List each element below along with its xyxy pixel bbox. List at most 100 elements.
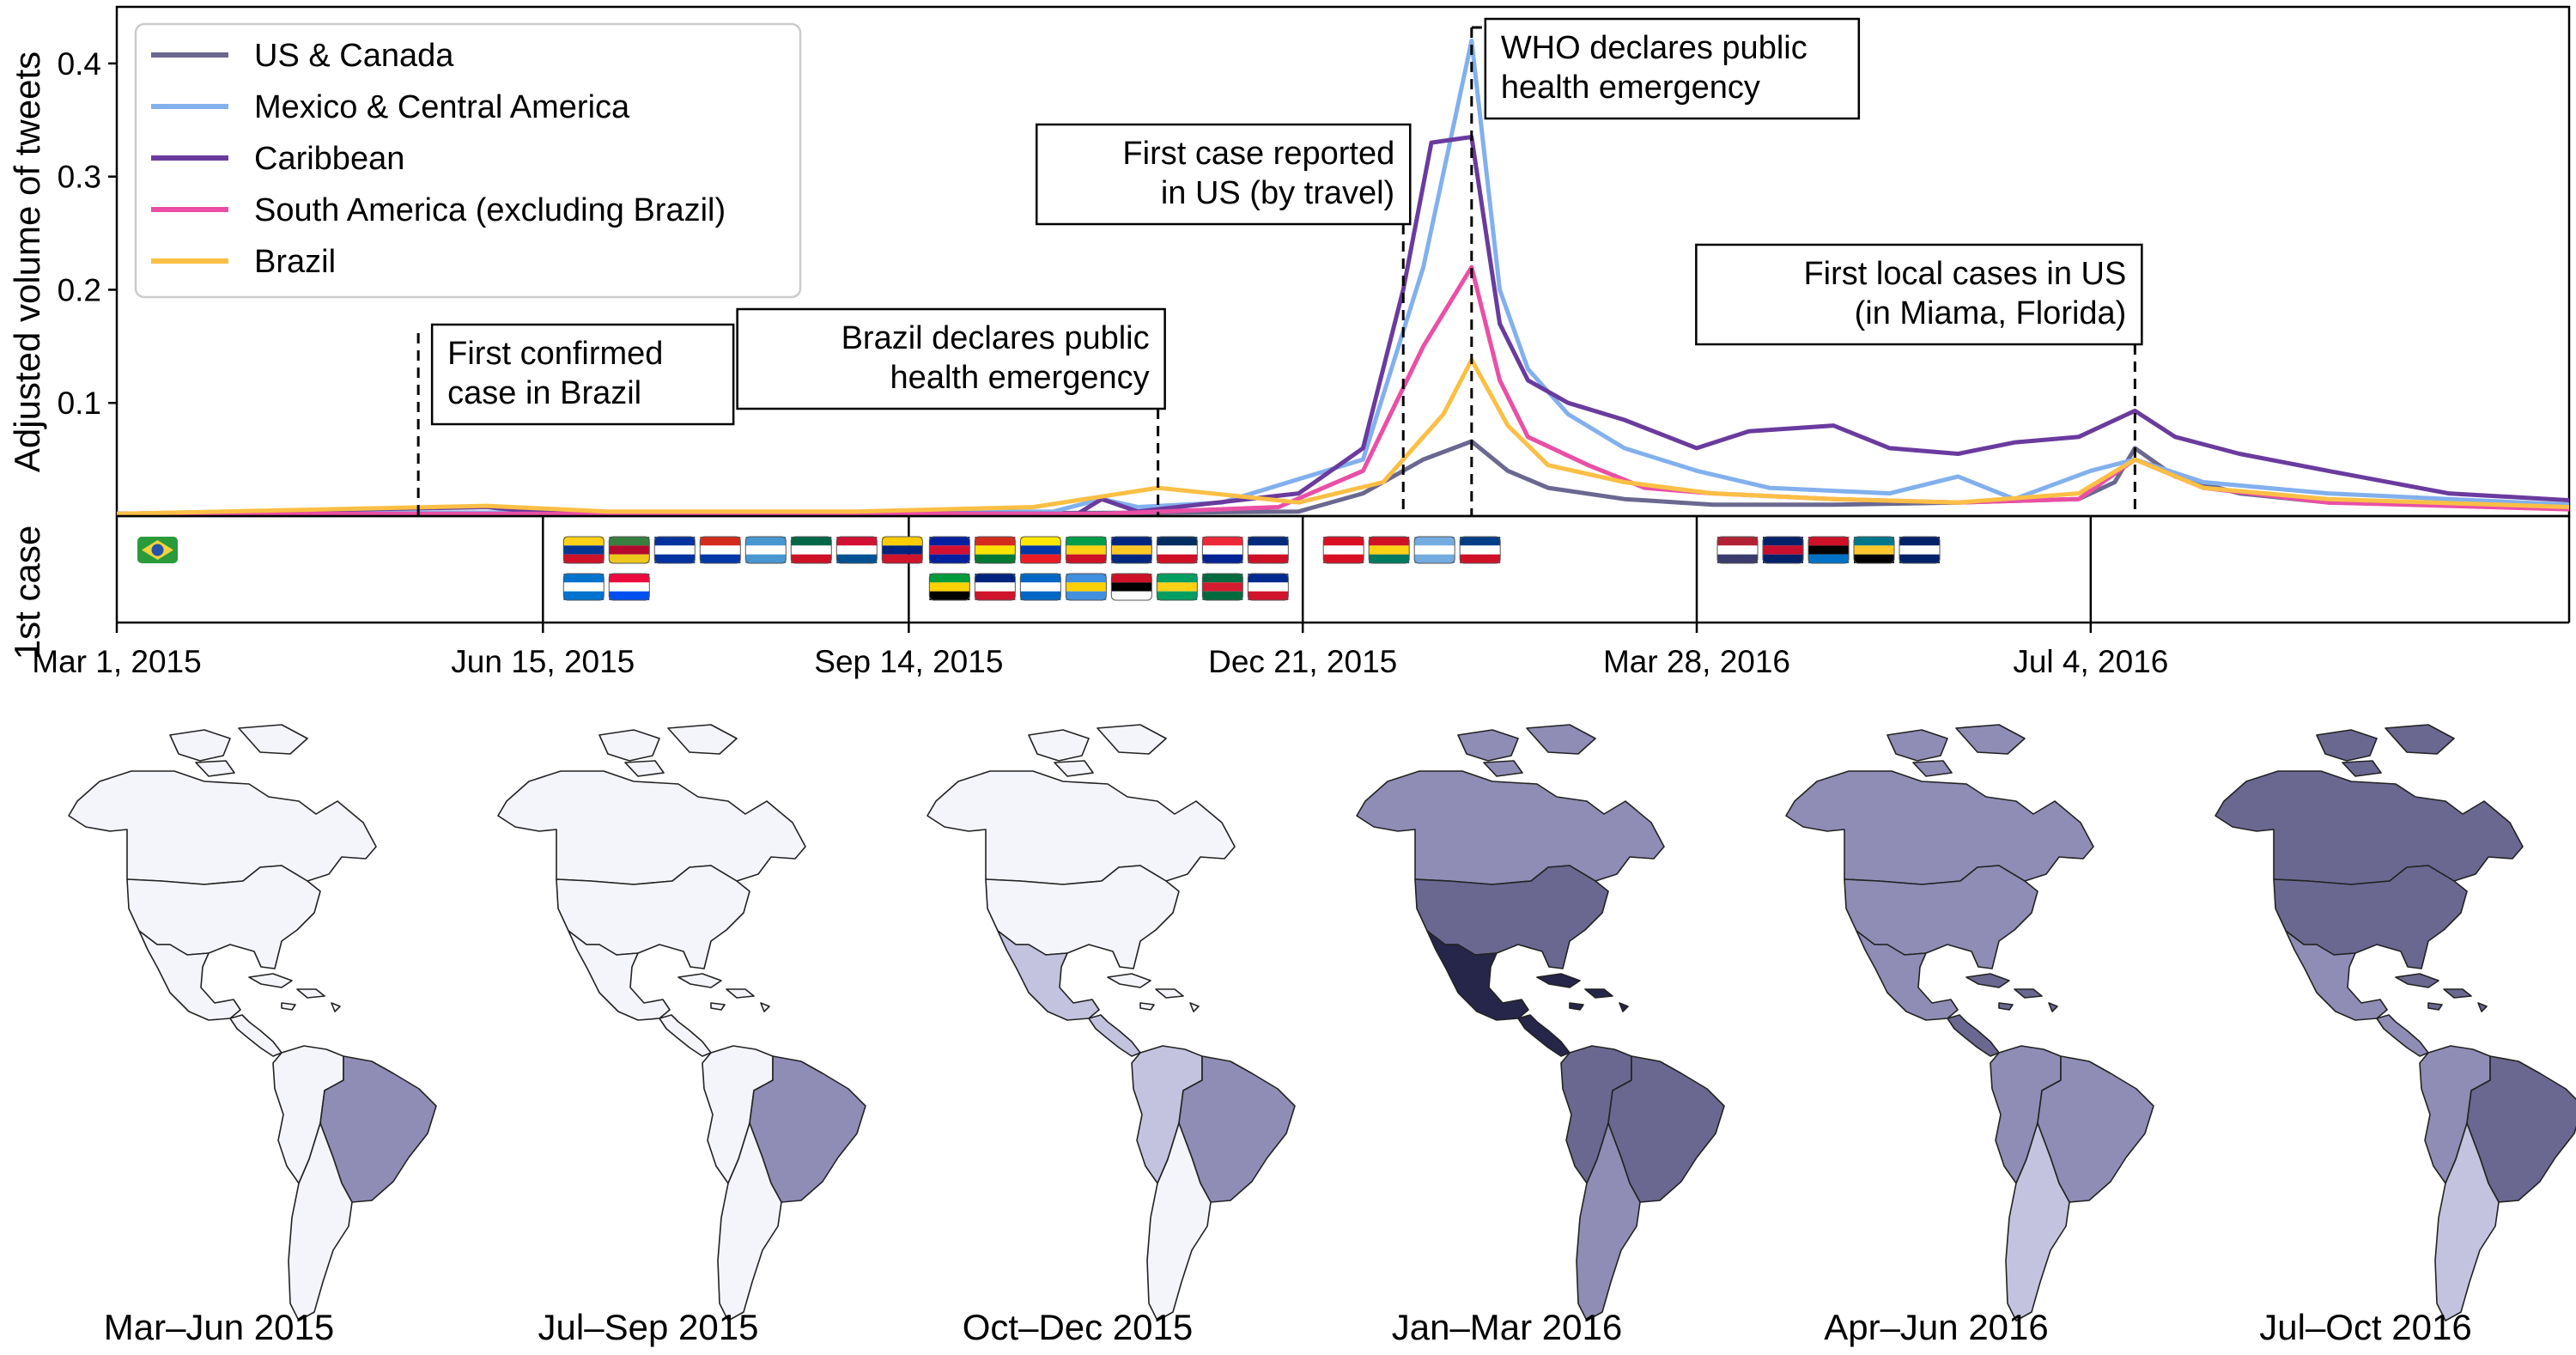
map-region-south [1576,1122,1641,1322]
country-flag-icon [790,536,832,564]
map-region-south [2434,1122,2500,1322]
y-tick-label: 0.1 [58,386,101,421]
map-panel [1785,724,2154,1322]
map-region-central [229,1014,283,1057]
tweet-volume-chart: 0.1 0.2 0.3 0.4 Adjusted volume of tweets Fir… [7,5,2571,518]
country-flag-icon [1459,536,1501,564]
country-flag-icon [699,536,741,564]
map-region-central [2376,1014,2429,1057]
legend: US & Canada Mexico & Central America Carib… [134,22,802,299]
x-tick-label: Mar 1, 2015 [32,644,201,679]
annotation-text: health emergency [1501,70,1760,106]
annotation-box [1484,17,1861,120]
country-flag-icon [1156,573,1198,601]
annotation-text: WHO declares public [1501,30,1807,66]
y-tick-label: 0.2 [58,272,101,307]
annotation-text: case in Brazil [447,375,641,411]
series-line-brazil [116,357,2570,516]
map-region-caribbean [248,973,341,1012]
country-flag-icon [1201,536,1243,564]
first-case-group [1716,536,1941,564]
first-case-group [137,537,178,563]
map-region-south [717,1122,782,1322]
map-region-central [1088,1014,1141,1057]
map-region-brazil [319,1055,437,1203]
map-region-north [497,770,806,885]
country-flag-icon [1065,573,1107,601]
country-flag-icon [744,536,787,564]
map-region-caribbean [1965,973,2058,1012]
map-region-caribbean [1536,973,1629,1012]
map-region-brazil [2466,1055,2576,1203]
annotation-box [736,307,1166,410]
map-region-caribbean [2395,973,2488,1012]
map-period-label: Oct–Dec 2015 [963,1307,1194,1347]
legend-label-caribbean: Caribbean [254,141,404,177]
country-flag-icon [608,573,650,601]
country-flag-icon [974,536,1016,564]
map-region-mexico [138,930,241,1021]
map-region-mexico [997,930,1100,1021]
legend-label-south-america-excluding-brazil: South America (excluding Brazil) [254,192,726,228]
country-flag-icon [1853,536,1895,564]
map-region-arctic [169,724,308,777]
map-region-north [2215,770,2524,885]
map-period-label: Jan–Mar 2016 [1392,1307,1623,1347]
map-region-north [927,770,1236,885]
map-panel [68,724,437,1322]
first-case-group [1322,536,1501,564]
country-flag-icon [562,536,605,564]
country-flag-icon [1807,536,1850,564]
map-region-central [1517,1014,1571,1057]
map-region-mexico [2285,930,2388,1021]
series-line-mexico-central-america [116,39,2570,516]
map-region-arctic [1028,724,1167,777]
map-period-label: Jul–Oct 2016 [2259,1307,2472,1347]
country-flag-icon [835,536,878,564]
annotation-text: (in Miama, Florida) [1855,295,2127,331]
country-flag-icon [1368,536,1410,564]
first-case-group [562,536,923,601]
country-flag-icon [881,536,923,564]
map-region-north [1785,770,2094,885]
country-flag-icon [1247,573,1289,601]
map-region-arctic [1886,724,2026,777]
country-flag-icon [1716,536,1759,564]
map-region-south [1146,1122,1212,1322]
map-region-central [659,1014,712,1057]
country-flag-icon [1065,536,1107,564]
x-tick-label: Sep 14, 2015 [814,644,1003,679]
country-flag-icon [974,573,1016,601]
map-period-label: Apr–Jun 2016 [1824,1307,2049,1347]
map-region-arctic [598,724,738,777]
country-flag-icon [1156,536,1198,564]
country-flag-icon [1110,573,1152,601]
map-panel [1356,724,1725,1322]
x-tick-label: Jul 4, 2016 [2013,644,2168,679]
map-region-brazil [1178,1055,1296,1203]
country-flag-icon [1762,536,1804,564]
country-flag-icon [1413,536,1455,564]
map-region-south [2005,1122,2070,1322]
x-tick-label: Jun 15, 2015 [451,644,635,679]
annotation-box [1035,123,1412,226]
map-region-arctic [2316,724,2455,777]
country-flag-icon [1019,573,1061,601]
legend-label-mexico-central-america: Mexico & Central America [254,89,630,125]
map-region-caribbean [677,973,770,1012]
country-flag-icon [562,573,605,601]
map-region-mexico [568,930,671,1021]
y-axis-label: Adjusted volume of tweets [7,52,47,472]
annotation-text: health emergency [890,360,1150,396]
country-flag-icon [137,537,178,563]
map-region-brazil [1607,1055,1725,1203]
map-panel [927,724,1296,1322]
country-flag-icon [1899,536,1941,564]
map-period-label: Mar–Jun 2015 [104,1307,335,1347]
annotation-text: Brazil declares public [841,320,1150,356]
strip-label: 1st case [7,526,47,659]
annotation-box [1695,243,2143,346]
map-region-south [288,1122,353,1322]
